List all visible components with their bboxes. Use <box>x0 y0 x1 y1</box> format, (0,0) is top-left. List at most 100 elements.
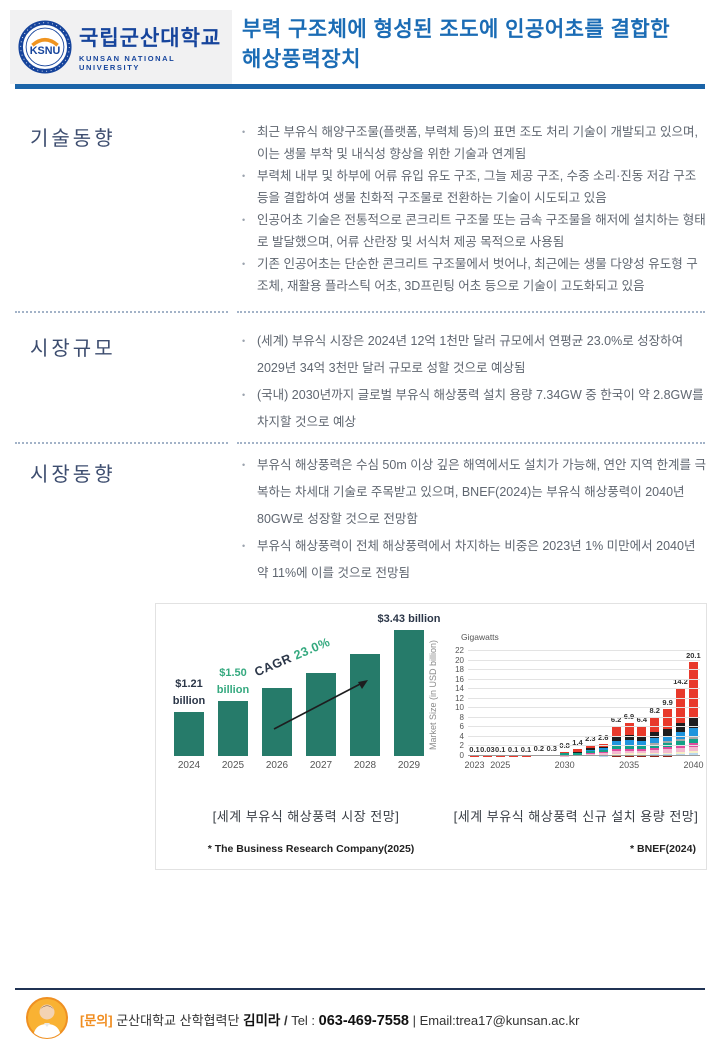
bullet-item: 기존 인공어초는 단순한 콘크리트 구조물에서 벗어나, 최근에는 생물 다양성… <box>240 253 706 297</box>
bar-segment <box>560 752 570 754</box>
bar-segment <box>676 731 685 739</box>
market-size-x-axis: 2024 2025 2026 2027 2028 2029 <box>174 760 424 771</box>
contact-tel-label: Tel : <box>291 1013 316 1028</box>
footer-divider <box>15 988 705 990</box>
x-tick-label: 2027 <box>309 760 333 771</box>
bar-segment <box>573 751 582 753</box>
bar-segment <box>585 753 595 754</box>
market-size-bars: $1.21 billion $1.50 billion $3.43 billion <box>173 613 440 756</box>
x-tick-label: 2024 <box>177 760 201 771</box>
bar-segment <box>624 744 634 747</box>
section-title-market-size: 시장규모 <box>30 338 116 360</box>
market-bar-2024 <box>174 712 204 756</box>
bar-total-label: 0.2 <box>533 744 545 754</box>
section-divider <box>15 311 228 313</box>
market-bar-slot-2028 <box>350 626 380 756</box>
bar-segment <box>624 740 634 745</box>
stacked-bar-2027: 0.1 <box>521 651 531 756</box>
university-logo: KSNU 국립군산대학교 KUNSAN NATIONAL UNIVERSITY <box>10 10 232 84</box>
bullet-item: 최근 부유식 해양구조물(플랫폼, 부력체 등)의 표면 조도 처리 기술이 개… <box>240 121 706 165</box>
market-bar-2028 <box>350 654 380 756</box>
bullet-list: (세계) 부유식 시장은 2024년 12억 1천만 달러 규모에서 연평균 2… <box>240 328 706 436</box>
capacity-y-axis-label: Gigawatts <box>461 632 499 642</box>
bar-segment <box>637 749 647 752</box>
gridline <box>468 659 700 661</box>
figure-panel: $1.21 billion $1.50 billion $3.43 billion … <box>155 603 707 870</box>
gridline <box>468 707 700 709</box>
bar-segment <box>585 745 595 749</box>
bar-total-label: 9.9 <box>662 697 673 707</box>
bar-segment <box>650 738 660 744</box>
university-name-ko: 국립군산대학교 <box>79 27 222 50</box>
bar-segment <box>663 754 673 756</box>
stacked-bar-2034: 6.2 <box>611 651 621 756</box>
bar-segment <box>611 726 621 736</box>
gridline <box>468 678 700 680</box>
bar-segment <box>598 743 608 747</box>
bar-segment <box>676 688 685 724</box>
section-divider <box>237 311 705 313</box>
contact-name: 김미라 <box>243 1013 281 1028</box>
capacity-chart-source: * BNEF(2024) <box>630 843 696 855</box>
gridline <box>468 735 700 737</box>
bar-segment <box>611 749 621 752</box>
stacked-bar-2026: 0.1 <box>508 651 518 756</box>
bullet-item: 부력체 내부 및 하부에 어류 유입 유도 구조, 그늘 제공 구조, 수중 소… <box>240 165 706 209</box>
stacked-bar-2036: 6.4 <box>637 651 647 756</box>
capacity-chart: Gigawatts 0 2 4 6 8 10 12 14 16 18 20 22 0.1 0.03 0.1… <box>436 604 708 871</box>
y-tick-label: 20 <box>455 655 464 665</box>
bar-segment <box>688 753 698 756</box>
market-bar-slot-2029: $3.43 billion <box>378 613 440 756</box>
bullet-list: 부유식 해상풍력은 수심 50m 이상 깊은 해역에서도 설치가 가능해, 연안… <box>240 452 706 587</box>
market-bar-2025 <box>218 701 248 756</box>
bar-segment <box>688 738 698 743</box>
x-tick-label: 2040 <box>683 760 704 770</box>
bar-segment <box>676 753 685 756</box>
bar-segment <box>650 752 660 755</box>
bar-segment <box>573 749 582 752</box>
bar-segment <box>573 752 582 755</box>
bar-segment <box>611 736 621 742</box>
market-bar-slot-2025: $1.50 billion <box>217 626 249 756</box>
bar-segment <box>637 736 647 742</box>
bar-segment <box>611 751 621 754</box>
bar-segment <box>663 708 673 729</box>
bar-total-label: 6.9 <box>624 712 634 721</box>
bar-total-label: 0.3 <box>546 743 557 753</box>
bar-segment <box>676 723 685 732</box>
bar-segment <box>688 751 698 754</box>
stacked-bar-2024: 0.03 <box>480 651 495 756</box>
market-chart-source: * The Business Research Company(2025) <box>207 843 415 855</box>
bar-segment <box>688 742 698 747</box>
bar-segment <box>650 747 660 751</box>
bar-segment <box>624 746 634 749</box>
bar-segment <box>688 661 698 719</box>
contact-info: [문의] 군산대학교 산학협력단 김미라 / Tel : 063-469-755… <box>80 1009 579 1029</box>
bar-segment <box>676 738 685 742</box>
bar-segment <box>585 748 595 750</box>
bar-segment <box>598 751 608 753</box>
bar-segment <box>585 749 595 752</box>
y-tick-label: 8 <box>459 712 464 722</box>
market-bar-slot-2024: $1.21 billion <box>173 626 205 756</box>
stacked-bar-2031: 1.4 <box>572 651 583 756</box>
bar-segment <box>637 753 647 755</box>
section-divider <box>237 442 705 444</box>
bar-segment <box>676 744 685 749</box>
capacity-plot-area: 0.10.030.10.10.10.20.30.81.42.32.66.26.9… <box>468 650 701 756</box>
bar-segment <box>624 751 634 754</box>
bar-segment <box>585 753 595 756</box>
market-bar-2027 <box>306 673 336 756</box>
bar-segment <box>688 735 698 739</box>
bar-segment <box>585 751 595 754</box>
gridline <box>468 697 700 699</box>
gridline <box>468 650 700 651</box>
capacity-x-axis: 2023 2025 2030 2035 2040 <box>464 760 703 772</box>
stacked-bar-2025: 0.1 <box>495 651 505 756</box>
bar-segment <box>663 736 673 742</box>
bar-segment <box>663 749 673 753</box>
y-tick-label: 0 <box>459 751 464 760</box>
bar-segment <box>611 753 621 755</box>
y-tick-label: 22 <box>455 646 464 655</box>
university-emblem-icon: KSNU <box>18 20 72 74</box>
